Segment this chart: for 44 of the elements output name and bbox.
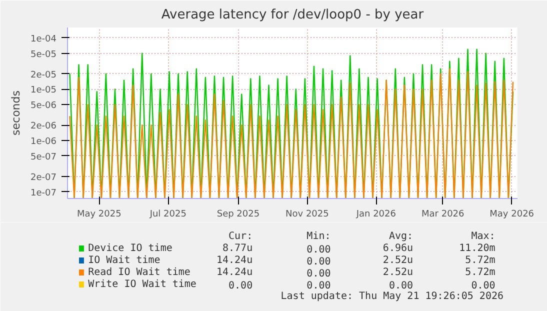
y-tick-label: 5e-06 bbox=[30, 101, 57, 112]
text: 11.20m bbox=[459, 243, 496, 254]
x-tick-label: Jul 2025 bbox=[148, 210, 186, 220]
x-tick-label: May 2026 bbox=[490, 210, 534, 220]
y-tick-label: 2e-05 bbox=[30, 70, 57, 80]
legend-label: Write IO Wait time bbox=[88, 279, 196, 290]
y-tick-label: 1e-04 bbox=[30, 34, 57, 44]
x-tick-label: Mar 2026 bbox=[422, 210, 465, 220]
x-tick-label: Sep 2025 bbox=[216, 210, 260, 220]
text: 5.72m bbox=[465, 267, 496, 278]
x-tick-label: Jan 2026 bbox=[355, 210, 396, 220]
y-tick-label: 1e-07 bbox=[30, 188, 57, 198]
text: Avg: bbox=[388, 231, 414, 242]
text: 0.00 bbox=[228, 280, 253, 292]
text: Min: bbox=[306, 231, 331, 242]
text: 2.52u bbox=[382, 255, 414, 266]
text: 6.96u bbox=[382, 243, 414, 254]
y-axis-title: seconds bbox=[10, 90, 23, 136]
text: 0.00 bbox=[471, 280, 496, 292]
text: 0.00 bbox=[306, 256, 331, 268]
text: Max: bbox=[471, 231, 496, 242]
text: 14.24u bbox=[216, 255, 253, 266]
y-tick-label: 1e-06 bbox=[30, 137, 57, 148]
legend-label: IO Wait time bbox=[88, 255, 160, 266]
text: 14.24u bbox=[216, 267, 253, 278]
y-tick-label: 2e-06 bbox=[30, 122, 57, 132]
text: Cur: bbox=[228, 231, 253, 242]
y-tick-label: 2e-07 bbox=[30, 172, 57, 183]
y-tick-label: 1e-05 bbox=[30, 86, 57, 96]
text: 8.77u bbox=[222, 243, 253, 254]
text: 2.52u bbox=[382, 267, 414, 278]
x-tick-label: May 2025 bbox=[76, 210, 122, 220]
text: 0.00 bbox=[388, 280, 414, 292]
legend-label: Read IO Wait time bbox=[88, 267, 190, 278]
x-tick-label: Nov 2025 bbox=[286, 210, 329, 220]
legend-label: Device IO time bbox=[88, 243, 172, 254]
text: 0.00 bbox=[306, 244, 331, 256]
y-tick-label: 5e-05 bbox=[30, 50, 57, 60]
text: 5.72m bbox=[465, 255, 496, 266]
text: 0.00 bbox=[306, 280, 331, 292]
text: Last update: Thu May 21 19:26:05 2026 bbox=[280, 291, 504, 302]
chart-title: Average latency for /dev/loop0 - by year bbox=[161, 8, 424, 22]
text: 0.00 bbox=[306, 268, 331, 280]
y-tick-label: 5e-07 bbox=[30, 152, 57, 162]
